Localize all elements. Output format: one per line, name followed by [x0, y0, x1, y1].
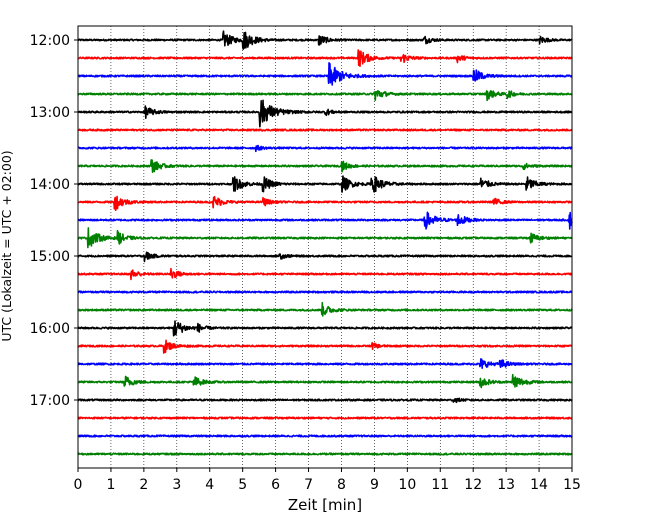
x-tick-label: 8 — [337, 477, 346, 493]
trace-1200 — [77, 30, 573, 50]
trace-1400 — [77, 175, 573, 193]
x-tick-label: 7 — [304, 477, 313, 493]
x-tick-label: 0 — [74, 477, 83, 493]
trace-1545 — [77, 301, 573, 317]
x-axis-ticks: 0 1 2 3 4 5 6 7 8 9 10 11 12 13 14 15 — [74, 468, 581, 493]
plot-frame — [77, 25, 573, 469]
y-tick-label: 12:00 — [30, 33, 70, 49]
seismogram-traces — [77, 30, 573, 456]
trace-1415 — [77, 195, 573, 212]
trace-1300 — [77, 99, 573, 128]
y-tick-label: 14:00 — [30, 177, 70, 193]
trace-1700 — [77, 397, 573, 404]
trace-1215 — [77, 49, 573, 68]
x-tick-label: 5 — [238, 477, 247, 493]
trace-1645 — [77, 373, 573, 389]
x-tick-label: 2 — [139, 477, 148, 493]
x-tick-label: 15 — [563, 477, 581, 493]
y-axis-ticks: 12:00 13:00 14:00 15:00 16:00 17:00 — [30, 33, 78, 409]
x-tick-label: 12 — [464, 477, 482, 493]
trace-1745 — [77, 452, 573, 456]
trace-1615 — [77, 339, 573, 354]
trace-1530 — [77, 290, 573, 294]
y-tick-label: 13:00 — [30, 105, 70, 121]
x-tick-label: 10 — [398, 477, 416, 493]
trace-1330 — [77, 144, 573, 153]
trace-1445 — [77, 227, 573, 249]
trace-1715 — [77, 416, 573, 420]
trace-1515 — [77, 267, 573, 281]
x-tick-label: 11 — [431, 477, 449, 493]
y-tick-label: 16:00 — [30, 321, 70, 337]
y-tick-label: 15:00 — [30, 249, 70, 265]
trace-1730 — [77, 434, 573, 438]
y-tick-label: 17:00 — [30, 393, 70, 409]
y-axis-label: UTC (Lokalzeit = UTC + 02:00) — [0, 150, 14, 341]
x-tick-label: 3 — [172, 477, 181, 493]
trace-1230 — [77, 61, 573, 86]
x-tick-label: 14 — [530, 477, 548, 493]
trace-1630 — [77, 358, 573, 370]
trace-1245 — [77, 90, 573, 102]
x-axis-label: Zeit [min] — [288, 496, 362, 514]
plot-area — [78, 26, 572, 468]
x-tick-label: 6 — [271, 477, 280, 493]
trace-1345 — [77, 159, 573, 173]
x-tick-label: 1 — [106, 477, 115, 493]
trace-1500 — [77, 251, 573, 263]
x-tick-label: 4 — [205, 477, 214, 493]
x-tick-label: 9 — [370, 477, 379, 493]
trace-1430 — [77, 211, 573, 230]
x-tick-label: 13 — [497, 477, 515, 493]
trace-1315 — [77, 128, 573, 132]
trace-1600 — [77, 320, 573, 337]
